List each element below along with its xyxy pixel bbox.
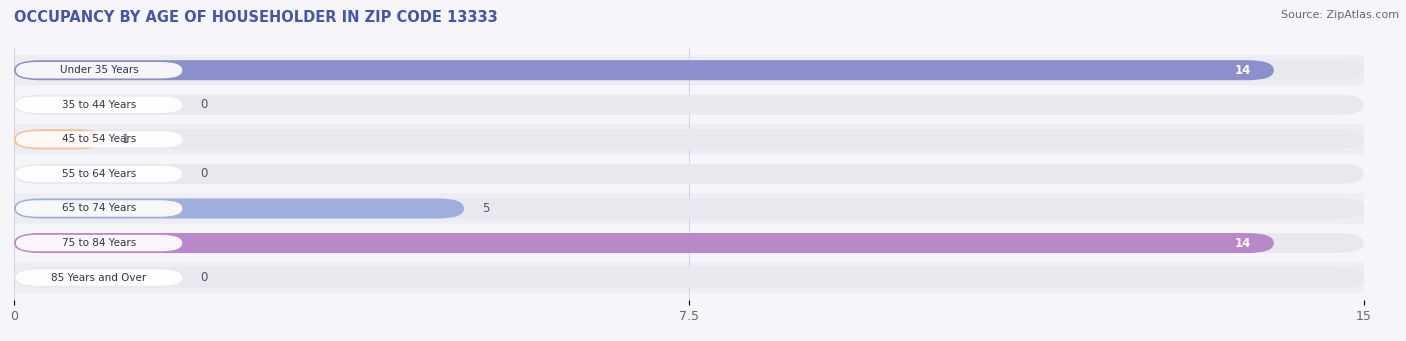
FancyBboxPatch shape	[14, 193, 1364, 224]
FancyBboxPatch shape	[14, 90, 1364, 120]
FancyBboxPatch shape	[14, 198, 1364, 219]
Text: 14: 14	[1234, 64, 1251, 77]
FancyBboxPatch shape	[15, 235, 183, 251]
Text: 65 to 74 Years: 65 to 74 Years	[62, 204, 136, 213]
FancyBboxPatch shape	[14, 159, 1364, 189]
FancyBboxPatch shape	[15, 62, 183, 78]
Text: Source: ZipAtlas.com: Source: ZipAtlas.com	[1281, 10, 1399, 20]
FancyBboxPatch shape	[14, 233, 1274, 253]
FancyBboxPatch shape	[14, 164, 1364, 184]
Text: Under 35 Years: Under 35 Years	[59, 65, 138, 75]
FancyBboxPatch shape	[14, 129, 104, 149]
FancyBboxPatch shape	[15, 97, 183, 113]
FancyBboxPatch shape	[15, 269, 183, 286]
Text: 85 Years and Over: 85 Years and Over	[52, 272, 146, 283]
FancyBboxPatch shape	[14, 228, 1364, 258]
Text: 0: 0	[200, 167, 208, 180]
FancyBboxPatch shape	[14, 60, 1364, 80]
FancyBboxPatch shape	[14, 268, 1364, 288]
FancyBboxPatch shape	[14, 129, 1364, 149]
Text: 14: 14	[1234, 237, 1251, 250]
Text: 75 to 84 Years: 75 to 84 Years	[62, 238, 136, 248]
FancyBboxPatch shape	[14, 60, 1274, 80]
FancyBboxPatch shape	[15, 166, 183, 182]
Text: 55 to 64 Years: 55 to 64 Years	[62, 169, 136, 179]
FancyBboxPatch shape	[15, 131, 183, 148]
FancyBboxPatch shape	[14, 233, 1364, 253]
Text: 35 to 44 Years: 35 to 44 Years	[62, 100, 136, 110]
Text: 1: 1	[122, 133, 129, 146]
FancyBboxPatch shape	[14, 198, 464, 219]
Text: 45 to 54 Years: 45 to 54 Years	[62, 134, 136, 144]
Text: OCCUPANCY BY AGE OF HOUSEHOLDER IN ZIP CODE 13333: OCCUPANCY BY AGE OF HOUSEHOLDER IN ZIP C…	[14, 10, 498, 25]
Text: 0: 0	[200, 271, 208, 284]
FancyBboxPatch shape	[14, 95, 1364, 115]
FancyBboxPatch shape	[14, 55, 1364, 85]
Text: 0: 0	[200, 98, 208, 111]
FancyBboxPatch shape	[14, 263, 1364, 293]
Text: 5: 5	[482, 202, 489, 215]
FancyBboxPatch shape	[15, 200, 183, 217]
FancyBboxPatch shape	[14, 124, 1364, 154]
